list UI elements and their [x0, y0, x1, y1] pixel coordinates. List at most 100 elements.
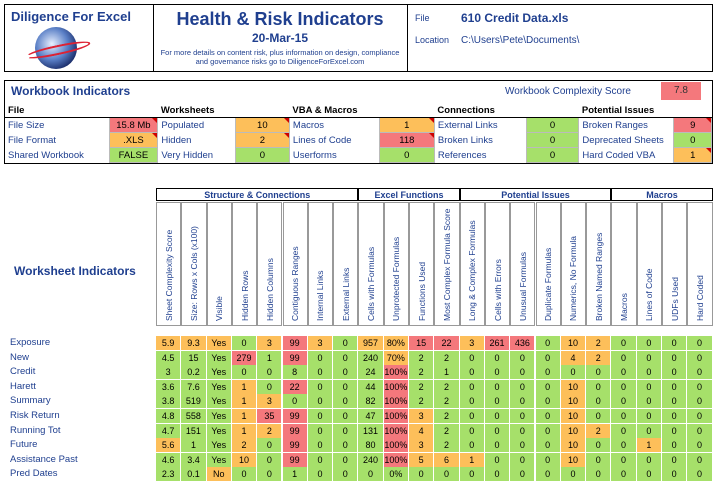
table-cell[interactable]: 0 — [231, 467, 258, 482]
table-row[interactable]: New 4.5 15 Yes 279 1 99 0 0 240 70% 2 2 0 0 0 0 4 2 0 0 0 0 — [4, 350, 713, 365]
table-cell[interactable]: 2 — [586, 423, 612, 438]
table-row[interactable]: Risk Return 4.8 558 Yes 1 35 99 0 0 47 100% 3 2 0 0 0 0 1… — [4, 409, 713, 423]
table-cell[interactable]: 0 — [510, 438, 536, 453]
table-cell[interactable]: 2 — [434, 379, 460, 394]
table-cell[interactable]: 100% — [383, 365, 409, 380]
table-cell[interactable]: 5 — [409, 452, 435, 467]
table-cell[interactable]: 2 — [586, 336, 612, 350]
table-cell[interactable]: 0 — [662, 350, 688, 365]
table-cell[interactable]: 0 — [333, 452, 359, 467]
table-cell[interactable]: 1 — [257, 350, 283, 365]
metric-value[interactable]: 10 — [234, 117, 290, 133]
table-cell[interactable]: 0% — [383, 467, 409, 482]
table-cell[interactable]: 0 — [459, 394, 485, 409]
table-cell[interactable]: 0 — [484, 394, 511, 409]
table-cell[interactable]: 2 — [434, 394, 460, 409]
table-cell[interactable]: 240 — [358, 350, 384, 365]
table-cell[interactable]: 99 — [282, 336, 308, 350]
table-cell[interactable]: 151 — [181, 423, 207, 438]
table-cell[interactable]: 0 — [333, 394, 359, 409]
table-cell[interactable]: 2 — [434, 423, 460, 438]
table-cell[interactable]: 0 — [307, 452, 334, 467]
table-cell[interactable]: 0 — [687, 379, 713, 394]
table-cell[interactable]: 4.7 — [156, 423, 182, 438]
table-row[interactable]: Assistance Past 4.6 3.4 Yes 10 0 99 0 0 240 100% 5 6… — [4, 452, 713, 467]
table-cell[interactable]: 0 — [687, 423, 713, 438]
table-cell[interactable]: 0 — [662, 409, 688, 423]
table-cell[interactable]: 0.1 — [181, 467, 207, 482]
table-cell[interactable]: 0 — [535, 423, 561, 438]
table-cell[interactable]: 0 — [333, 409, 359, 423]
table-cell[interactable]: 0 — [484, 350, 511, 365]
table-cell[interactable]: 22 — [434, 336, 460, 350]
table-cell[interactable]: 0 — [560, 365, 587, 380]
table-cell[interactable]: 0 — [687, 394, 713, 409]
table-cell[interactable]: 558 — [181, 409, 207, 423]
table-cell[interactable]: 0 — [307, 467, 334, 482]
table-cell[interactable]: 0 — [662, 467, 688, 482]
table-cell[interactable]: 0 — [333, 365, 359, 380]
table-cell[interactable]: Yes — [206, 452, 232, 467]
table-cell[interactable]: 0 — [510, 365, 536, 380]
metric-value[interactable]: 9 — [673, 117, 712, 133]
table-cell[interactable]: Yes — [206, 350, 232, 365]
table-cell[interactable]: 24 — [358, 365, 384, 380]
table-cell[interactable]: 0 — [333, 336, 359, 350]
table-cell[interactable]: 15 — [181, 350, 207, 365]
table-cell[interactable]: 0 — [231, 365, 258, 380]
metric-value[interactable]: 118 — [378, 132, 435, 148]
table-cell[interactable]: 0 — [459, 365, 485, 380]
table-cell[interactable]: 0 — [636, 379, 662, 394]
table-cell[interactable]: 1 — [636, 438, 662, 453]
table-cell[interactable]: 100% — [383, 409, 409, 423]
table-cell[interactable]: 3.4 — [181, 452, 207, 467]
table-cell[interactable]: 0 — [307, 438, 334, 453]
table-cell[interactable]: 15 — [409, 336, 435, 350]
table-cell[interactable]: 3 — [257, 394, 283, 409]
metric-value[interactable]: 1 — [378, 117, 435, 133]
table-cell[interactable]: 0 — [484, 423, 511, 438]
table-cell[interactable]: 99 — [282, 438, 308, 453]
table-cell[interactable]: 0 — [510, 409, 536, 423]
metric-value[interactable]: 0 — [673, 132, 712, 148]
table-cell[interactable]: 2.3 — [156, 467, 182, 482]
table-row[interactable]: Future 5.6 1 Yes 2 0 99 0 0 80 100% 3 2 0 0 0 0 10 0 0 1 0 0 — [4, 438, 713, 453]
table-cell[interactable]: 8 — [282, 365, 308, 380]
table-cell[interactable]: 0 — [662, 423, 688, 438]
table-row[interactable]: Running Tot 4.7 151 Yes 1 2 99 0 0 131 100% 4 2 0 0 0 0 1… — [4, 423, 713, 438]
table-cell[interactable]: No — [206, 467, 232, 482]
table-cell[interactable]: 10 — [231, 452, 258, 467]
table-cell[interactable]: 2 — [409, 379, 435, 394]
table-cell[interactable]: 0 — [307, 394, 334, 409]
table-cell[interactable]: 1 — [231, 423, 258, 438]
table-cell[interactable]: 0 — [333, 423, 359, 438]
table-cell[interactable]: 0 — [535, 452, 561, 467]
table-cell[interactable]: 0 — [535, 379, 561, 394]
table-cell[interactable]: 0 — [586, 409, 612, 423]
table-row[interactable]: Pred Dates 2.3 0.1 No 0 0 1 0 0 0 0% 0 0 0 0 0 0 0 0 0 0 0 0 — [4, 467, 713, 482]
table-cell[interactable]: 0 — [611, 350, 637, 365]
table-cell[interactable]: 0 — [333, 438, 359, 453]
table-cell[interactable]: 35 — [257, 409, 283, 423]
table-cell[interactable]: 1 — [181, 438, 207, 453]
table-cell[interactable]: Yes — [206, 394, 232, 409]
table-cell[interactable]: 0 — [484, 438, 511, 453]
table-cell[interactable]: 0 — [662, 365, 688, 380]
table-cell[interactable]: 0 — [409, 467, 435, 482]
table-cell[interactable]: 2 — [257, 423, 283, 438]
table-cell[interactable]: 99 — [282, 452, 308, 467]
table-cell[interactable]: 0 — [535, 350, 561, 365]
table-cell[interactable]: Yes — [206, 423, 232, 438]
table-row[interactable]: Credit 3 0.2 Yes 0 0 8 0 0 24 100% 2 1 0 0 0 0 0 0 0 0 0 0 — [4, 365, 713, 380]
table-row[interactable]: Exposure 5.9 9.3 Yes 0 3 99 3 0 957 80% 15 22 3 261 436… — [4, 336, 713, 350]
table-cell[interactable]: 519 — [181, 394, 207, 409]
table-cell[interactable]: 0 — [611, 409, 637, 423]
table-cell[interactable]: 6 — [434, 452, 460, 467]
table-cell[interactable]: 0 — [586, 394, 612, 409]
table-cell[interactable]: 0 — [358, 467, 384, 482]
table-cell[interactable]: 436 — [510, 336, 536, 350]
table-cell[interactable]: 0 — [687, 336, 713, 350]
table-cell[interactable]: 0 — [662, 452, 688, 467]
table-cell[interactable]: 0 — [535, 336, 561, 350]
table-cell[interactable]: 0 — [586, 467, 612, 482]
